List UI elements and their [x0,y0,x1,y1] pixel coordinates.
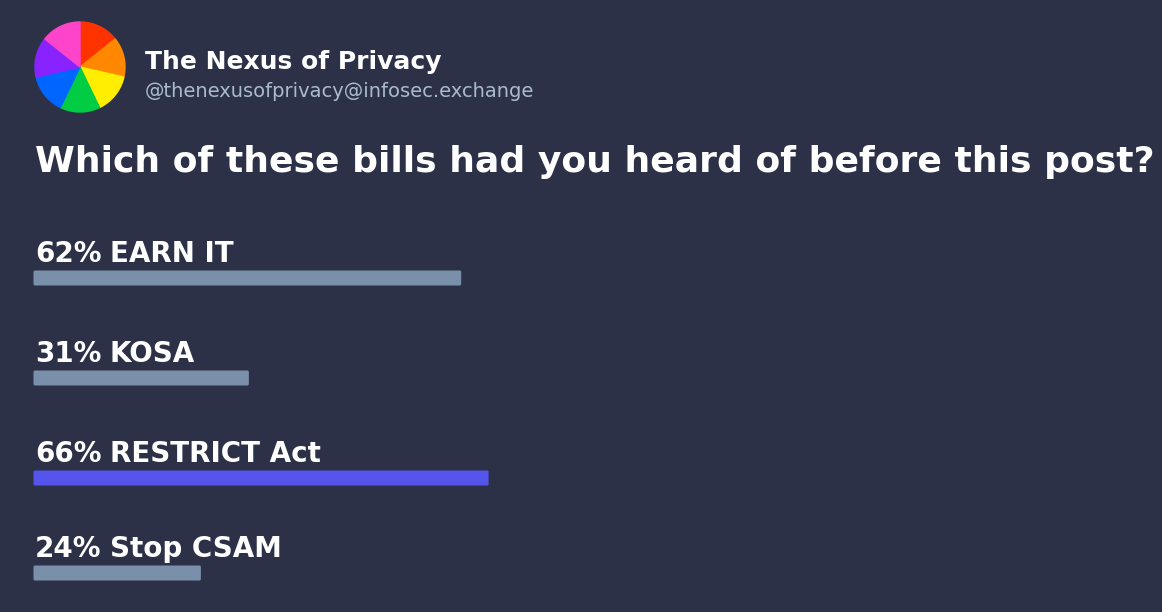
Polygon shape [35,39,80,77]
Text: EARN IT: EARN IT [110,240,234,268]
Text: 66%: 66% [35,440,101,468]
FancyBboxPatch shape [34,471,488,485]
Text: Stop CSAM: Stop CSAM [110,535,282,563]
Text: KOSA: KOSA [110,340,195,368]
Text: 24%: 24% [35,535,101,563]
Polygon shape [80,39,125,77]
FancyBboxPatch shape [34,271,461,286]
Text: 62%: 62% [35,240,101,268]
FancyBboxPatch shape [34,565,201,581]
Polygon shape [80,22,115,67]
Text: @thenexusofprivacy@infosec.exchange: @thenexusofprivacy@infosec.exchange [145,82,535,101]
Text: RESTRICT Act: RESTRICT Act [110,440,321,468]
Text: Which of these bills had you heard of before this post?: Which of these bills had you heard of be… [35,145,1155,179]
Polygon shape [45,22,80,67]
FancyBboxPatch shape [34,370,249,386]
Polygon shape [60,67,100,112]
Polygon shape [80,67,124,108]
Polygon shape [36,67,80,108]
Text: The Nexus of Privacy: The Nexus of Privacy [145,50,442,74]
Text: 31%: 31% [35,340,101,368]
